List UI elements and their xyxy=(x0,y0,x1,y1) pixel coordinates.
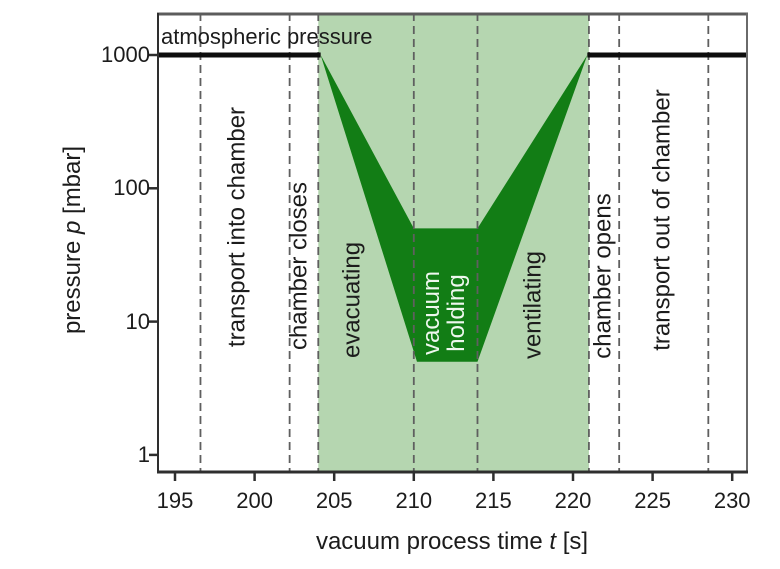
phase-label-vacuum-holding: vacuum holding xyxy=(418,270,471,356)
x-tick-label: 230 xyxy=(713,488,751,513)
phase-label-line: vacuum xyxy=(418,270,446,356)
x-tick-label: 205 xyxy=(315,488,353,513)
y-tick-label: 100 xyxy=(113,175,150,201)
x-tick-label: 220 xyxy=(554,488,592,513)
x-tick-label: 195 xyxy=(156,488,194,513)
y-axis-title: pressure p [mbar] xyxy=(59,146,87,334)
pressure-band xyxy=(320,55,588,362)
phase-label-transport-into-chamber: transport into chamber xyxy=(223,106,251,348)
phase-label-line: holding xyxy=(443,274,471,352)
y-tick-label: 1 xyxy=(137,441,150,467)
y-tick-label: 1000 xyxy=(101,42,150,67)
x-tick-label: 200 xyxy=(236,488,273,513)
x-axis-title-post: [s] xyxy=(556,528,589,555)
phase-label-ventilating: ventilating xyxy=(519,250,547,360)
atmospheric-pressure-annotation: atmospheric pressure xyxy=(161,24,373,49)
x-tick-label: 225 xyxy=(634,488,671,513)
phase-label-evacuating: evacuating xyxy=(338,241,366,359)
x-axis-title-var: t xyxy=(549,528,557,555)
phase-label-chamber-closes: chamber closes xyxy=(285,181,313,351)
x-tick-label: 215 xyxy=(475,488,512,513)
y-axis-title-var: p xyxy=(59,220,86,234)
x-axis-title: vacuum process time t [s] xyxy=(316,528,588,556)
y-tick-label: 10 xyxy=(125,308,150,334)
x-tick-label: 210 xyxy=(395,488,433,513)
x-axis-title-pre: vacuum process time xyxy=(315,528,550,555)
phase-label-chamber-opens: chamber opens xyxy=(589,193,617,359)
phase-label-transport-out-of-chamber: transport out of chamber xyxy=(648,89,676,351)
